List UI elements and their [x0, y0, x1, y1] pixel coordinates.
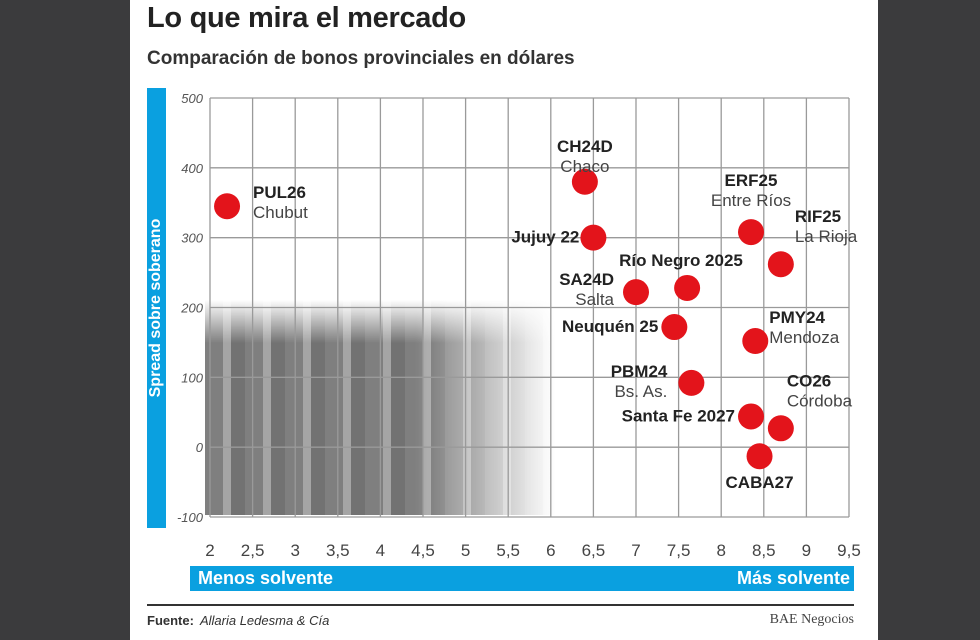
x-tick-label: 4,5: [411, 541, 435, 560]
y-tick-label: -100: [177, 510, 204, 525]
data-point: [214, 193, 241, 220]
point-label-code: ERF25: [725, 171, 778, 190]
point-label-province: Bs. As.: [614, 382, 667, 401]
data-point: [742, 328, 769, 355]
data-point: [580, 224, 607, 251]
x-tick-label: 8,5: [752, 541, 776, 560]
point-label-code: Neuquén 25: [562, 317, 658, 336]
data-point: [746, 443, 773, 470]
x-tick-label: 7: [631, 541, 640, 560]
point-label-code: Río Negro 2025: [619, 251, 743, 270]
y-tick-label: 0: [196, 440, 204, 455]
data-point: [767, 415, 794, 442]
x-tick-label: 9: [802, 541, 811, 560]
data-point: [623, 279, 649, 306]
brand-logo-text: BAE Negocios: [769, 612, 854, 627]
x-tick-label: 4: [376, 541, 385, 560]
x-tick-label: 2: [205, 541, 214, 560]
source-text: Allaria Ledesma & Cía: [199, 613, 330, 628]
point-label-province: Salta: [575, 290, 614, 309]
point-label-code: PMY24: [769, 308, 825, 327]
data-point: [738, 403, 765, 430]
point-label-code: Santa Fe 2027: [622, 406, 735, 425]
point-label-province: Chubut: [253, 203, 308, 222]
x-tick-label: 7,5: [667, 541, 691, 560]
x-tick-label: 9,5: [837, 541, 861, 560]
x-tick-label: 3,5: [326, 541, 350, 560]
data-point: [674, 274, 701, 301]
y-tick-label: 500: [181, 91, 203, 106]
point-label-code: SA24D: [559, 270, 614, 289]
x-axis-band: Menos solvente Más solvente: [190, 566, 854, 591]
footer-divider: [147, 604, 854, 606]
y-tick-label: 200: [180, 301, 203, 316]
y-axis-band: [147, 88, 166, 528]
point-label-province: La Rioja: [795, 227, 858, 246]
point-label-code: RIF25: [795, 207, 841, 226]
x-tick-label: 3: [290, 541, 299, 560]
source-note: Fuente: Allaria Ledesma & Cía: [147, 613, 329, 628]
point-label-code: PBM24: [611, 362, 668, 381]
data-point: [678, 369, 705, 396]
point-label-code: CO26: [787, 371, 831, 390]
x-tick-label: 2,5: [241, 541, 265, 560]
x-tick-label: 5,5: [496, 541, 520, 560]
data-point: [661, 314, 688, 341]
x-label-left: Menos solvente: [198, 568, 334, 588]
y-tick-label: 300: [181, 231, 203, 246]
source-label: Fuente:: [147, 613, 194, 628]
point-label-province: Entre Ríos: [711, 191, 791, 210]
data-point: [571, 168, 598, 195]
chart-title: Lo que mira el mercado: [147, 2, 466, 34]
data-point: [767, 251, 794, 278]
chart-subtitle: Comparación de bonos provinciales en dól…: [147, 48, 575, 69]
point-label-code: Jujuy 22: [511, 228, 579, 247]
point-label-province: Córdoba: [787, 391, 853, 410]
x-tick-label: 5: [461, 541, 470, 560]
x-tick-label: 8: [716, 541, 725, 560]
x-tick-label: 6,5: [582, 541, 606, 560]
y-tick-label: 100: [181, 370, 203, 385]
y-tick-label: 400: [181, 161, 203, 176]
x-label-right: Más solvente: [736, 568, 850, 588]
point-label-code: CH24D: [557, 137, 613, 156]
point-label-code: PUL26: [253, 183, 306, 202]
x-tick-label: 6: [546, 541, 555, 560]
point-label-province: Mendoza: [769, 328, 839, 347]
point-label-province: Chaco: [560, 157, 609, 176]
point-label-code: CABA27: [726, 473, 794, 492]
data-point: [738, 219, 765, 246]
